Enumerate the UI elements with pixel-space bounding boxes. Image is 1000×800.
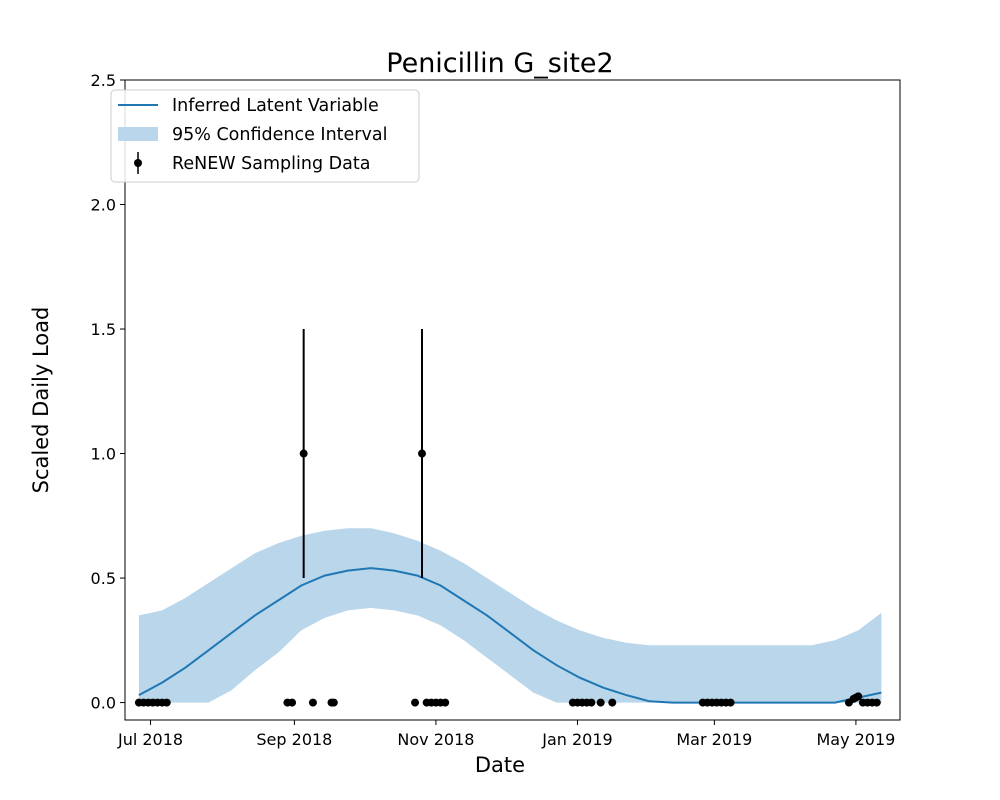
- sample-point: [288, 698, 297, 707]
- legend-frame: [110, 89, 420, 183]
- y-tick-label: 1.0: [91, 445, 116, 464]
- x-tick-label: Sep 2018: [256, 730, 332, 749]
- sample-point: [872, 698, 881, 707]
- chart-title: Penicillin G_site2: [386, 48, 613, 79]
- sample-point: [587, 698, 596, 707]
- y-axis: 0.0 0.5 1.0 1.5 2.0 2.5: [91, 71, 125, 713]
- x-axis-title: Date: [475, 753, 525, 777]
- sample-point: [596, 698, 605, 707]
- sample-points-layer: [134, 329, 881, 707]
- latent-line-layer: [138, 567, 882, 704]
- plot-frame: [124, 79, 901, 721]
- legend-label-confidence: 95% Confidence Interval: [172, 125, 387, 145]
- y-tick-label: 2.5: [91, 71, 116, 90]
- sample-point: [299, 449, 308, 458]
- x-tick-label: May 2019: [816, 730, 895, 749]
- y-tick-label: 2.0: [91, 196, 116, 215]
- y-tick-label: 1.5: [91, 320, 116, 339]
- legend-label-latent: Inferred Latent Variable: [172, 96, 379, 116]
- legend-label-samples: ReNEW Sampling Data: [172, 154, 370, 174]
- x-tick-label: Nov 2018: [397, 730, 474, 749]
- sample-point: [418, 449, 427, 458]
- x-tick-label: Jul 2018: [117, 730, 183, 749]
- legend: Inferred Latent Variable 95% Confidence …: [110, 89, 420, 183]
- y-tick-label: 0.5: [91, 569, 116, 588]
- legend-band-swatch: [118, 127, 158, 141]
- sample-point: [411, 698, 420, 707]
- y-axis-title: Scaled Daily Load: [29, 307, 53, 494]
- latent-variable-line: [138, 567, 882, 704]
- sample-point: [308, 698, 317, 707]
- sample-point: [162, 698, 171, 707]
- y-tick-label: 0.0: [91, 694, 116, 713]
- sample-point: [329, 698, 338, 707]
- confidence-band: [138, 528, 882, 703]
- sample-point: [441, 698, 450, 707]
- sample-point: [726, 698, 735, 707]
- plot-area: [134, 329, 882, 707]
- x-axis: Jul 2018 Sep 2018 Nov 2018 Jan 2019 Mar 2019…: [117, 720, 895, 749]
- x-tick-label: Jan 2019: [541, 730, 612, 749]
- sample-point: [854, 692, 863, 701]
- x-tick-label: Mar 2019: [676, 730, 752, 749]
- legend-point-swatch: [134, 159, 142, 167]
- sample-point: [608, 698, 617, 707]
- confidence-band-layer: [138, 528, 882, 703]
